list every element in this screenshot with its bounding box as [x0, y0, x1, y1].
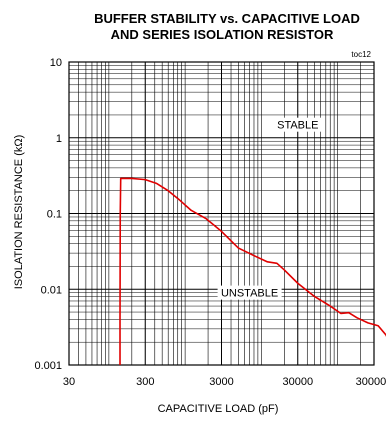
y-tick-labels: 0.001 0.01 0.1 1 10 [34, 57, 62, 372]
stability-boundary-line [119, 177, 386, 365]
x-axis-label: CAPACITIVE LOAD (pF) [158, 403, 279, 415]
chart-title-line-1: BUFFER STABILITY vs. CAPACITIVE LOAD [94, 11, 360, 26]
x-tick-label: 30000 [283, 376, 314, 388]
x-tick-label: 300 [136, 376, 154, 388]
y-tick-label: 0.1 [47, 209, 62, 221]
series-layer [119, 177, 386, 365]
x-tick-label: 30 [63, 376, 75, 388]
x-tick-label: 3000 [209, 376, 233, 388]
region-label-box [217, 285, 282, 300]
plot-frame [68, 61, 375, 366]
y-tick-label: 10 [50, 57, 62, 69]
y-tick-label: 0.01 [41, 284, 62, 296]
chart-title-line-2: AND SERIES ISOLATION RESISTOR [111, 27, 334, 42]
region-label: UNSTABLE [221, 288, 278, 300]
region-label: STABLE [277, 120, 318, 132]
region-labels: STABLE UNSTABLE [217, 117, 323, 300]
y-tick-label: 1 [56, 133, 62, 145]
y-axis-label: ISOLATION RESISTANCE (kΩ) [13, 135, 25, 290]
figure-tag: toc12 [351, 50, 371, 59]
region-label-box [272, 117, 323, 132]
y-tick-label: 0.001 [34, 360, 62, 372]
